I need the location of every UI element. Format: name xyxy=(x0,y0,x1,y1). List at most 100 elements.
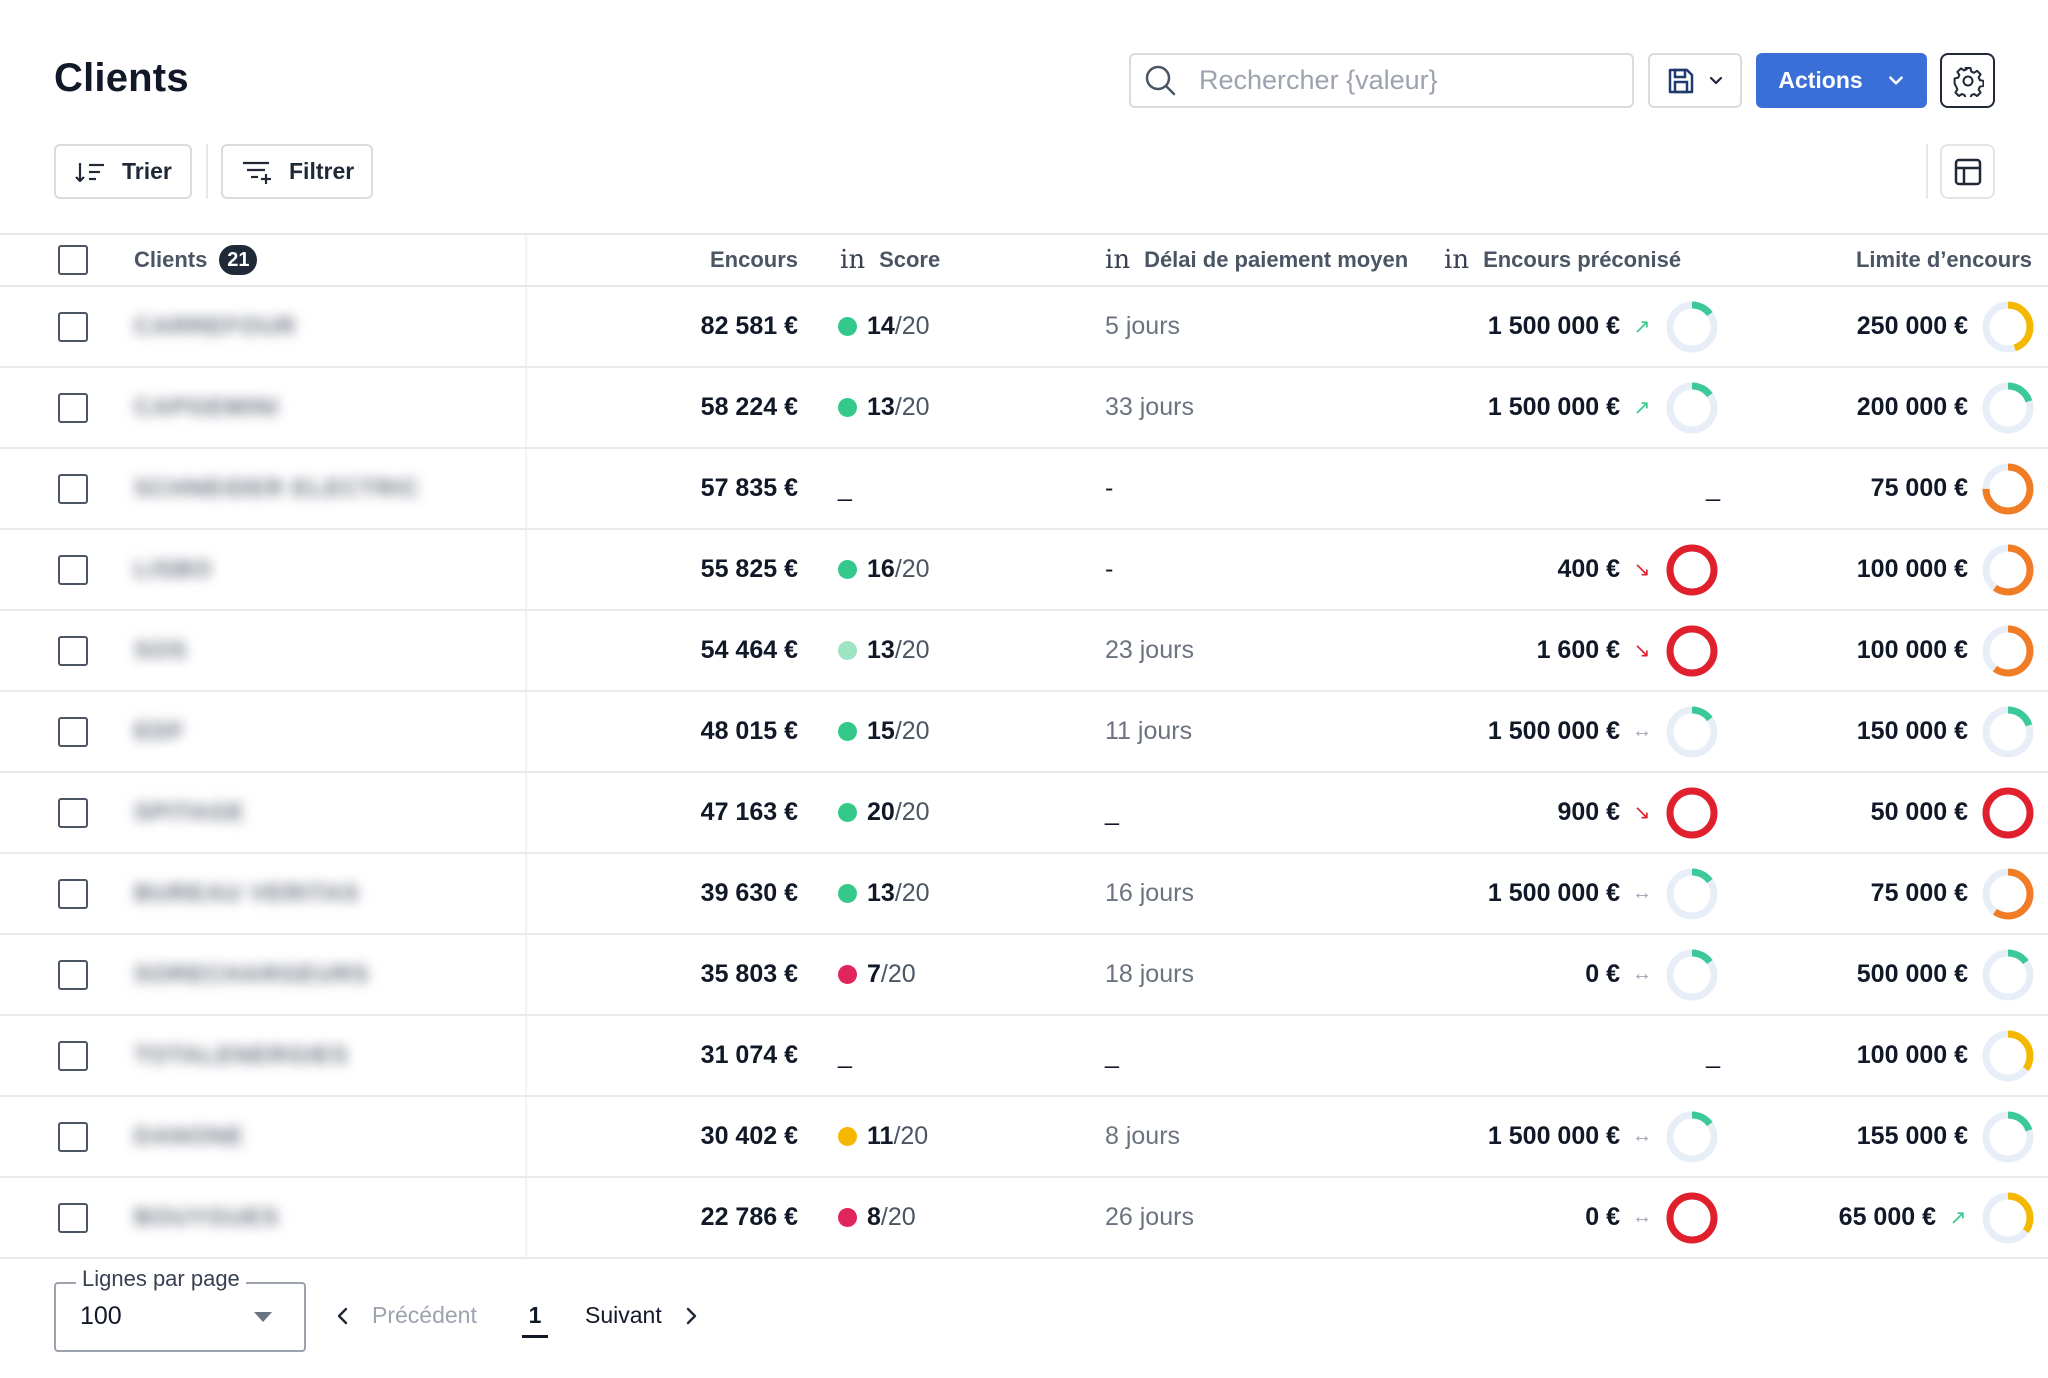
trend-down-icon: ↘ xyxy=(1633,640,1651,662)
row-checkbox[interactable] xyxy=(58,1202,88,1233)
row-checkbox[interactable] xyxy=(58,311,88,342)
previous-page-button[interactable]: Précédent xyxy=(336,1302,477,1329)
columns-button[interactable] xyxy=(1940,144,1995,199)
score-status-dot xyxy=(838,965,857,984)
column-header-encours[interactable]: Encours xyxy=(709,247,798,272)
row-checkbox[interactable] xyxy=(58,554,88,585)
table-row[interactable]: DANONE 30 402 € 11/20 8 jours 1 500 000 € ↔ 15… xyxy=(0,1097,2048,1178)
table-row[interactable]: TOTALENERGIES 31 074 € _ _ _ 100 000 € xyxy=(0,1016,2048,1097)
row-checkbox[interactable] xyxy=(58,716,88,747)
column-header-delai[interactable]: in Délai de paiement moyen xyxy=(1105,245,1409,275)
score-value: 13 xyxy=(867,636,895,664)
encours-value: 48 015 € xyxy=(700,717,798,745)
filter-add-icon xyxy=(243,161,271,184)
encours-preconise-value: 400 € xyxy=(1557,555,1620,583)
column-sort-icon: in xyxy=(1105,245,1131,275)
table-row[interactable]: LISBO 55 825 € 16/20 - 400 € ↘ 100 000 € xyxy=(0,530,2048,611)
column-header-limite[interactable]: Limite d’encours xyxy=(1855,247,2032,272)
delai-value: _ xyxy=(1105,798,1119,826)
delai-value: 5 jours xyxy=(1105,312,1181,340)
limite-value: 100 000 € xyxy=(1856,555,1968,583)
score-value: 14 xyxy=(867,312,895,340)
table-row[interactable]: BOUYGUES 22 786 € 8/20 26 jours 0 € ↔ 65 000 €… xyxy=(0,1178,2048,1259)
score-denominator: /20 xyxy=(894,717,930,745)
chevron-right-icon xyxy=(686,1307,696,1324)
row-checkbox[interactable] xyxy=(58,1121,88,1152)
limite-gauge xyxy=(1982,544,2034,595)
trend-flat-icon: ↔ xyxy=(1632,963,1652,985)
score-value: 8 xyxy=(867,1203,881,1231)
encours-preconise-value: _ xyxy=(1706,1041,1720,1069)
encours-value: 31 074 € xyxy=(700,1041,798,1069)
encours-preconise-value: 1 500 000 € xyxy=(1487,717,1620,745)
limite-gauge xyxy=(1982,706,2034,757)
search-box[interactable] xyxy=(1129,53,1634,108)
encours-value: 47 163 € xyxy=(700,798,798,826)
encours-preconise-gauge xyxy=(1666,1111,1718,1162)
score-value: _ xyxy=(838,1041,852,1069)
limite-gauge xyxy=(1982,787,2034,838)
client-name: TOTALENERGIES xyxy=(134,1041,349,1069)
row-checkbox[interactable] xyxy=(58,797,88,828)
score-status-dot xyxy=(838,641,857,660)
encours-preconise-value: 1 500 000 € xyxy=(1487,393,1620,421)
row-checkbox[interactable] xyxy=(58,473,88,504)
table-row[interactable]: BUREAU VERITAS 39 630 € 13/20 16 jours 1 500… xyxy=(0,854,2048,935)
actions-button[interactable]: Actions xyxy=(1756,53,1927,108)
limite-gauge xyxy=(1982,1030,2034,1081)
row-checkbox[interactable] xyxy=(58,1040,88,1071)
row-checkbox[interactable] xyxy=(58,878,88,909)
encours-preconise-gauge xyxy=(1666,868,1718,919)
toolbar-divider xyxy=(1926,144,1928,199)
table-row[interactable]: SORECHARGEURS 35 803 € 7/20 18 jours 0 € ↔ 500… xyxy=(0,935,2048,1016)
encours-preconise-value: 900 € xyxy=(1557,798,1620,826)
limite-value: 75 000 € xyxy=(1870,879,1968,907)
client-name: CAPGEMINI xyxy=(134,393,280,421)
encours-preconise-gauge xyxy=(1666,625,1718,676)
table-row[interactable]: SOS 54 464 € 13/20 23 jours 1 600 € ↘ 100 000 … xyxy=(0,611,2048,692)
limite-gauge xyxy=(1982,949,2034,1000)
previous-page-label: Précédent xyxy=(372,1302,477,1328)
client-name: LISBO xyxy=(134,555,213,583)
table-row[interactable]: CARREFOUR 82 581 € 14/20 5 jours 1 500 000 €… xyxy=(0,287,2048,368)
table-columns-icon xyxy=(1954,158,1981,185)
caret-down-icon xyxy=(254,1312,272,1322)
table-row[interactable]: CAPGEMINI 58 224 € 13/20 33 jours 1 500 000 … xyxy=(0,368,2048,449)
encours-preconise-gauge xyxy=(1666,544,1718,595)
table-body: CARREFOUR 82 581 € 14/20 5 jours 1 500 000 €… xyxy=(0,287,2048,1259)
save-view-button[interactable] xyxy=(1648,53,1742,108)
row-checkbox[interactable] xyxy=(58,392,88,423)
score-status-dot xyxy=(838,1208,857,1227)
encours-value: 82 581 € xyxy=(700,312,798,340)
column-header-score[interactable]: in Score xyxy=(840,245,941,275)
trend-up-icon: ↗ xyxy=(1633,316,1651,338)
gear-icon xyxy=(1953,66,1984,97)
select-all-checkbox[interactable] xyxy=(58,245,88,275)
table-row[interactable]: EDF 48 015 € 15/20 11 jours 1 500 000 € ↔ 150 … xyxy=(0,692,2048,773)
table-row[interactable]: SPITAGE 47 163 € 20/20 _ 900 € ↘ 50 000 € xyxy=(0,773,2048,854)
limite-gauge xyxy=(1982,463,2034,514)
column-header-clients[interactable]: Clients 21 xyxy=(134,235,258,285)
search-input[interactable] xyxy=(1199,65,1599,96)
filter-button[interactable]: Filtrer xyxy=(221,144,373,199)
column-header-encours-preconise[interactable]: in Encours préconisé xyxy=(1444,245,1682,275)
encours-preconise-gauge xyxy=(1666,706,1718,757)
sort-button[interactable]: Trier xyxy=(54,144,192,199)
client-name: SCHNEIDER ELECTRIC xyxy=(134,474,421,502)
delai-value: 8 jours xyxy=(1105,1122,1181,1150)
client-name: SPITAGE xyxy=(134,798,245,826)
toolbar-divider xyxy=(206,144,208,199)
trend-flat-icon: ↔ xyxy=(1632,1206,1652,1228)
current-page-number[interactable]: 1 xyxy=(522,1302,548,1338)
table-row[interactable]: SCHNEIDER ELECTRIC 57 835 € _ - _ 75 000 € xyxy=(0,449,2048,530)
settings-button[interactable] xyxy=(1940,53,1995,108)
row-checkbox[interactable] xyxy=(58,635,88,666)
score-denominator: /20 xyxy=(894,636,930,664)
limite-value: 155 000 € xyxy=(1856,1122,1968,1150)
sort-button-label: Trier xyxy=(122,158,172,184)
chevron-down-icon xyxy=(1888,75,1903,84)
delai-value: 26 jours xyxy=(1105,1203,1194,1231)
score-denominator: /20 xyxy=(880,1203,916,1231)
row-checkbox[interactable] xyxy=(58,959,88,990)
next-page-button[interactable]: Suivant xyxy=(585,1302,698,1329)
